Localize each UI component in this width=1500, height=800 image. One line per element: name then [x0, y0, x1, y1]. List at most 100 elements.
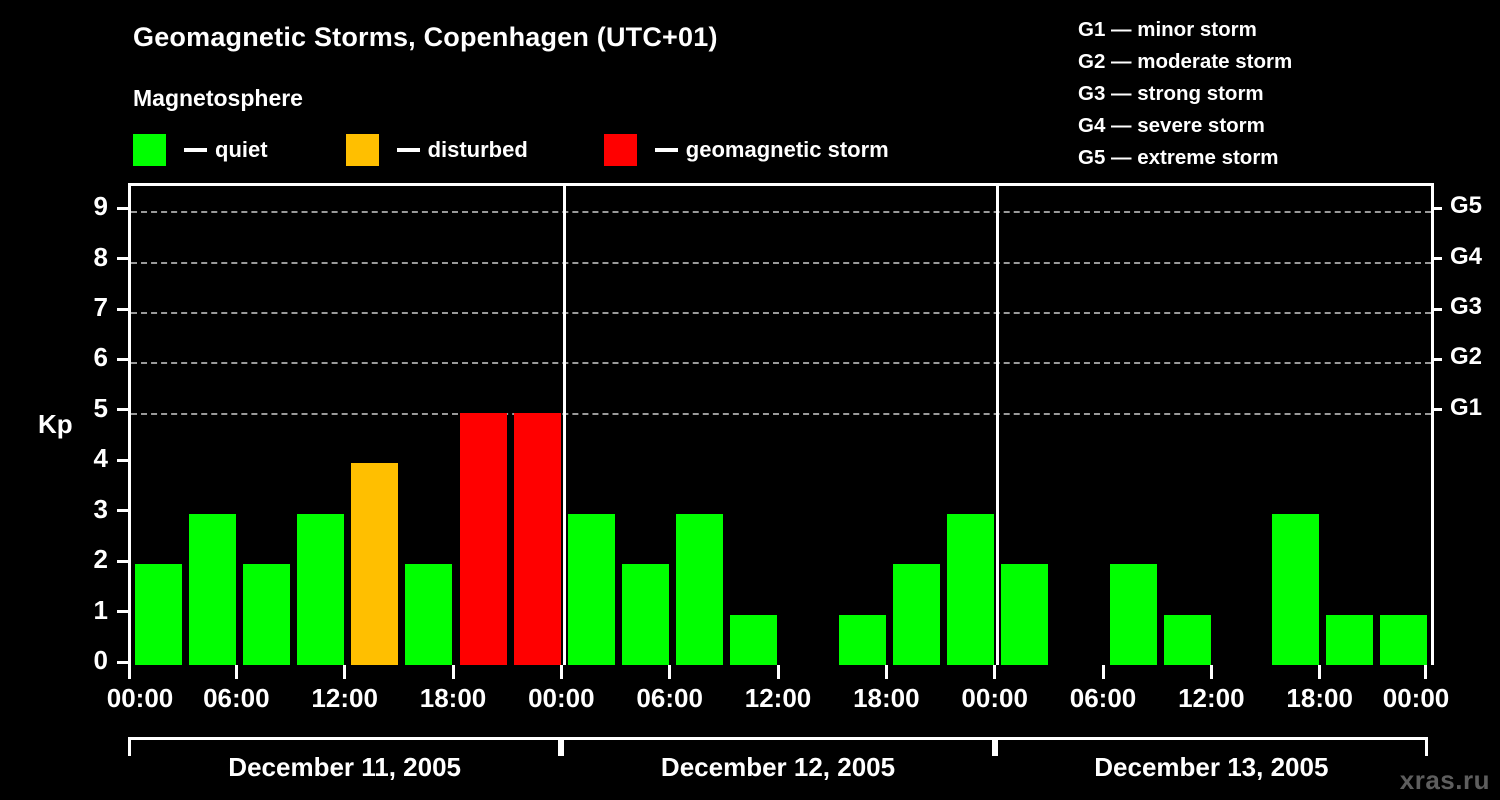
g-axis-tick — [1431, 408, 1442, 412]
bar[interactable] — [892, 564, 940, 665]
g-axis-label: G4 — [1450, 242, 1483, 270]
gridline — [131, 211, 1431, 214]
legend-label-storm: geomagnetic storm — [685, 137, 889, 162]
day-separator — [562, 186, 566, 665]
bar[interactable] — [1163, 614, 1211, 665]
y-axis-label: 6 — [93, 342, 108, 373]
legend-dash-icon — [396, 148, 420, 152]
y-axis-label: 9 — [93, 191, 108, 222]
date-label: December 13, 2005 — [1094, 752, 1329, 782]
y-axis-tick — [117, 408, 128, 412]
plot-inner — [131, 186, 1431, 665]
y-axis-label: 7 — [93, 292, 108, 323]
g-scale-line-g4: G4 — severe storm — [1078, 114, 1265, 137]
x-axis-tick — [1423, 665, 1427, 679]
gridline — [131, 261, 1431, 264]
bar[interactable] — [405, 564, 453, 665]
x-axis-label: 18:00 — [1286, 683, 1353, 713]
gridline — [131, 412, 1431, 415]
x-axis-label: 12:00 — [1178, 683, 1245, 713]
x-axis-tick — [993, 665, 997, 679]
quiet-swatch — [133, 134, 166, 166]
g-axis-tick — [1431, 257, 1442, 261]
x-axis-tick — [128, 665, 131, 679]
bar[interactable] — [134, 564, 182, 665]
legend-dash-icon — [184, 148, 207, 152]
g-axis-tick — [1431, 206, 1442, 210]
x-axis-tick — [559, 665, 563, 679]
g-axis-label: G2 — [1450, 343, 1483, 371]
g-axis-label: G1 — [1450, 393, 1483, 421]
bar[interactable] — [838, 614, 886, 665]
x-axis-label: 00:00 — [961, 683, 1028, 713]
disturbed-swatch — [345, 134, 379, 166]
y-axis-tick — [117, 307, 128, 311]
date-brackets — [128, 737, 1431, 759]
legend-label-disturbed: disturbed — [427, 137, 528, 162]
x-axis-label: 06:00 — [636, 683, 703, 713]
date-label: December 11, 2005 — [228, 752, 462, 782]
date-bracket — [561, 737, 995, 756]
bar[interactable] — [459, 412, 507, 665]
g-scale-line-g5: G5 — extreme storm — [1078, 146, 1279, 169]
bar[interactable] — [1326, 614, 1374, 665]
bar[interactable] — [1001, 564, 1049, 665]
x-axis-label: 18:00 — [853, 683, 920, 713]
bar[interactable] — [622, 564, 670, 665]
gridline — [131, 362, 1431, 365]
y-axis-tick — [117, 660, 128, 664]
x-axis-label: 00:00 — [106, 683, 174, 713]
x-axis-tick — [451, 665, 455, 679]
page-title: Geomagnetic Storms, Copenhagen (UTC+01) — [133, 22, 718, 52]
x-axis-label: 06:00 — [1069, 683, 1137, 713]
legend-item-storm: geomagnetic storm — [603, 134, 889, 166]
bar[interactable] — [567, 513, 615, 665]
x-axis-tick — [234, 665, 238, 679]
x-axis-tick — [1209, 665, 1213, 679]
g-scale-line-g2: G2 — moderate storm — [1078, 50, 1293, 73]
x-axis-label: 12:00 — [311, 683, 378, 713]
bar[interactable] — [513, 412, 561, 665]
x-axis-tick — [1101, 665, 1105, 679]
date-bracket — [994, 737, 1428, 756]
x-axis-label: 18:00 — [419, 683, 487, 713]
legend-heading: Magnetosphere — [133, 85, 303, 111]
legend-item-quiet: quiet — [133, 134, 268, 166]
bar[interactable] — [1380, 614, 1428, 665]
y-axis-tick — [117, 509, 128, 513]
g-axis-tick — [1431, 357, 1442, 361]
y-axis-tick — [117, 357, 128, 361]
y-axis-label: 4 — [93, 443, 108, 474]
bar[interactable] — [351, 463, 399, 665]
y-axis-tick — [117, 206, 128, 210]
x-axis-tick — [668, 665, 672, 679]
bar[interactable] — [730, 614, 778, 665]
bar[interactable] — [947, 513, 995, 665]
legend-label-quiet: quiet — [215, 137, 268, 162]
y-axis-label: 2 — [93, 544, 108, 575]
x-axis-tick — [343, 665, 347, 679]
y-axis-label: 1 — [93, 594, 108, 625]
bar[interactable] — [1272, 513, 1320, 665]
date-label: December 12, 2005 — [660, 752, 896, 782]
g-scale-line-g1: G1 — minor storm — [1078, 18, 1257, 41]
bar[interactable] — [1109, 564, 1157, 665]
bar[interactable] — [676, 513, 724, 665]
x-axis-label: 06:00 — [203, 683, 270, 713]
y-axis-label: 0 — [93, 645, 108, 675]
g-axis-tick — [1431, 307, 1442, 311]
x-axis-label: 00:00 — [528, 683, 595, 713]
y-axis-tick — [117, 458, 128, 462]
y-axis-label: 3 — [93, 493, 108, 524]
bar[interactable] — [242, 564, 290, 665]
g-axis-label: G5 — [1450, 192, 1483, 220]
g-scale-line-g3: G3 — strong storm — [1078, 82, 1264, 105]
bar[interactable] — [188, 513, 236, 665]
legend: quiet disturbed geomagnetic storm — [133, 133, 889, 167]
y-axis-label: 5 — [93, 392, 108, 423]
bar[interactable] — [297, 513, 345, 665]
x-axis: 00:00 06:00 12:00 18:00 00:00 06:00 12:00 18:00… — [107, 665, 1449, 715]
watermark: xras.ru — [1399, 765, 1490, 795]
storm-swatch — [603, 134, 637, 166]
